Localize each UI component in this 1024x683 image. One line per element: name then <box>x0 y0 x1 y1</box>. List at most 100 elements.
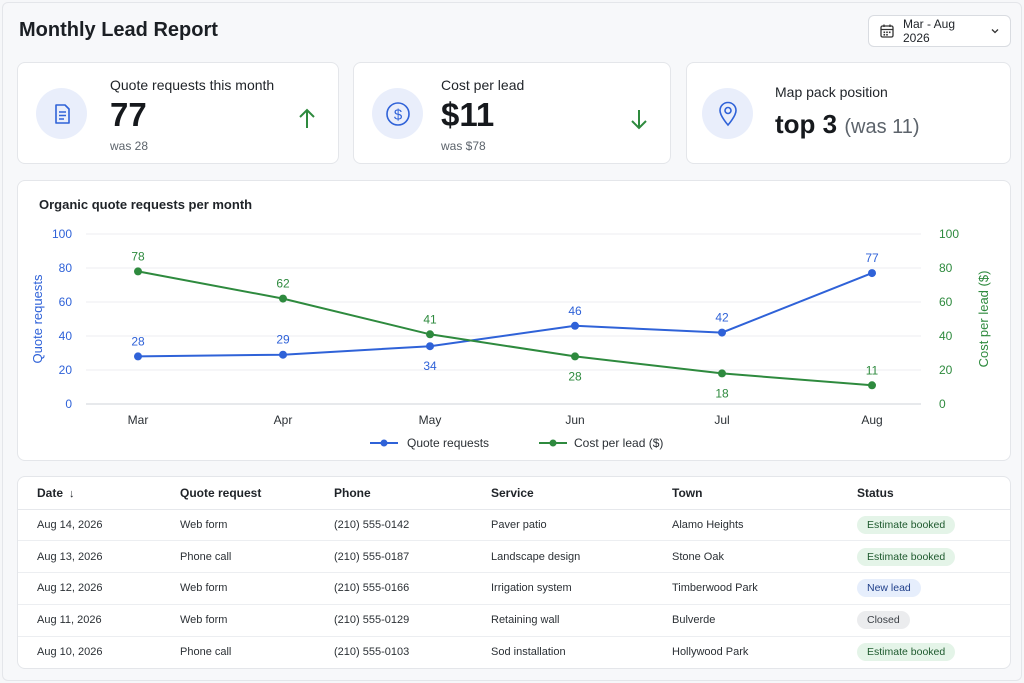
column-header-service[interactable]: Service <box>472 477 653 510</box>
quote-requests-point <box>134 352 142 361</box>
y-axis-title: Quote requests <box>30 274 45 363</box>
table-row[interactable]: Aug 14, 2026 Web form (210) 555-0142 Paver … <box>18 509 1010 542</box>
legend-quote-requests-marker <box>380 439 388 447</box>
legend-cost-per-lead-marker <box>549 439 557 447</box>
cost-per-lead-data-label: 18 <box>715 386 729 400</box>
x-tick-label: Aug <box>861 413 882 427</box>
map-pin-icon <box>702 88 753 139</box>
table-header-row: Date ↓ Quote request Phone Service Town S… <box>18 477 1010 510</box>
quote-requests-data-label: 46 <box>568 304 582 318</box>
kpi-label: Cost per lead <box>441 77 525 93</box>
kpi-value-wrap: top 3 (was 11) <box>775 109 920 140</box>
kpi-value: 77 <box>110 96 147 133</box>
table-row[interactable]: Aug 11, 2026 Web form (210) 555-0129 Retain… <box>18 604 1010 637</box>
quote-requests-data-label: 29 <box>276 333 290 347</box>
x-tick-label: Jul <box>714 413 729 427</box>
cost-per-lead-data-label: 62 <box>276 277 290 291</box>
phone-cell: (210) 555-0142 <box>315 509 472 542</box>
y-tick-label: 60 <box>59 295 73 309</box>
quote-requests-data-label: 77 <box>865 251 879 265</box>
kpi-previous: was $78 <box>441 139 486 153</box>
table-row[interactable]: Aug 10, 2026 Phone call (210) 555-0103 Sod … <box>18 636 1010 668</box>
x-tick-label: May <box>419 413 442 427</box>
kpi-card-map-pack: Map pack position top 3 (was 11) <box>686 62 1011 164</box>
cost-per-lead-data-label: 78 <box>131 249 145 263</box>
quote-requests-point <box>571 321 579 330</box>
service-cell: Retaining wall <box>472 604 653 637</box>
phone-cell: (210) 555-0129 <box>315 604 472 637</box>
service-cell: Paver patio <box>472 509 653 542</box>
x-tick-label: Jun <box>565 413 584 427</box>
quote-request-cell: Web form <box>161 509 315 542</box>
status-cell: New lead <box>838 572 1010 605</box>
x-tick-label: Mar <box>128 413 149 427</box>
quote-requests-data-label: 42 <box>715 311 729 325</box>
town-cell: Hollywood Park <box>672 646 749 659</box>
svg-text:$: $ <box>393 106 402 123</box>
date-range-button[interactable]: Mar - Aug 2026 <box>868 15 1011 47</box>
column-header-status[interactable]: Status <box>838 477 1010 510</box>
phone-cell: (210) 555-0103 <box>334 646 410 659</box>
date-cell: Aug 12, 2026 <box>18 572 161 605</box>
phone-cell: (210) 555-0166 <box>315 572 472 605</box>
kpi-previous: was 28 <box>110 139 149 153</box>
service-cell: Landscape design <box>472 540 653 573</box>
y-tick-label: 40 <box>59 329 73 343</box>
y2-axis-title: Cost per lead ($) <box>976 271 991 368</box>
table-row[interactable]: Aug 12, 2026 Web form (210) 555-0166 Irriga… <box>18 572 1010 605</box>
chart-card: Organic quote requests per month 0 0 20 20 4… <box>17 180 1011 461</box>
kpi-value: $11 <box>441 96 495 133</box>
status-badge: Estimate booked <box>857 515 956 534</box>
y2-tick-label: 40 <box>939 329 953 343</box>
service-cell: Sod installation <box>491 646 566 659</box>
town-cell: Bulverde <box>653 604 838 637</box>
town-cell: Timberwood Park <box>653 572 838 605</box>
cost-per-lead-data-label: 41 <box>423 312 437 326</box>
kpi-card-cost-per-lead: $ Cost per lead $11 was $78 <box>353 62 671 164</box>
y-tick-label: 20 <box>59 363 73 377</box>
kpi-previous: (was 11) <box>844 116 920 138</box>
quote-requests-line <box>137 272 873 358</box>
status-badge: Estimate booked <box>857 643 956 662</box>
y-tick-label: 80 <box>59 261 73 275</box>
cost-per-lead-point <box>426 330 434 339</box>
arrow-down-icon <box>629 107 649 131</box>
status-cell: Estimate booked <box>838 636 1010 668</box>
kpi-card-quote-requests: Quote requests this month 77 was 28 <box>17 62 339 164</box>
service-cell: Irrigation system <box>472 572 653 605</box>
y2-tick-label: 20 <box>939 363 953 377</box>
date-cell: Aug 10, 2026 <box>37 646 103 659</box>
quote-requests-data-label: 28 <box>131 334 145 348</box>
quote-requests-data-label: 34 <box>423 359 437 373</box>
status-cell: Estimate booked <box>838 509 1010 542</box>
cost-per-lead-point <box>718 369 726 378</box>
dollar-icon: $ <box>372 88 423 139</box>
column-header-town[interactable]: Town <box>653 477 838 510</box>
phone-cell: (210) 555-0187 <box>315 540 472 573</box>
y2-tick-label: 100 <box>939 227 959 241</box>
chart-title: Organic quote requests per month <box>39 197 253 212</box>
cost-per-lead-line <box>137 270 873 387</box>
page-title: Monthly Lead Report <box>19 19 218 41</box>
legend-cost-per-lead-label: Cost per lead ($) <box>574 436 663 450</box>
y2-tick-label: 60 <box>939 295 953 309</box>
quote-request-cell: Web form <box>161 604 315 637</box>
calendar-icon <box>879 23 895 39</box>
table-row[interactable]: Aug 13, 2026 Phone call (210) 555-0187 Land… <box>18 540 1010 573</box>
sort-down-icon[interactable]: ↓ <box>69 487 75 500</box>
column-header-phone[interactable]: Phone <box>315 477 472 510</box>
status-badge: Closed <box>857 611 910 630</box>
date-cell: Aug 11, 2026 <box>18 604 161 637</box>
legend-quote-requests-label: Quote requests <box>407 436 489 450</box>
quote-request-cell: Phone call <box>180 646 232 659</box>
cost-per-lead-point <box>279 294 287 303</box>
column-header-date[interactable]: Date ↓ <box>18 477 161 510</box>
quote-requests-point <box>718 328 726 337</box>
quote-request-cell: Web form <box>161 572 315 605</box>
leads-table: Date ↓ Quote request Phone Service Town S… <box>18 477 1010 668</box>
y2-tick-label: 0 <box>939 397 946 411</box>
document-icon <box>36 88 87 139</box>
y2-tick-label: 80 <box>939 261 953 275</box>
status-badge: New lead <box>857 579 921 598</box>
column-header-quote-request[interactable]: Quote request <box>161 477 315 510</box>
